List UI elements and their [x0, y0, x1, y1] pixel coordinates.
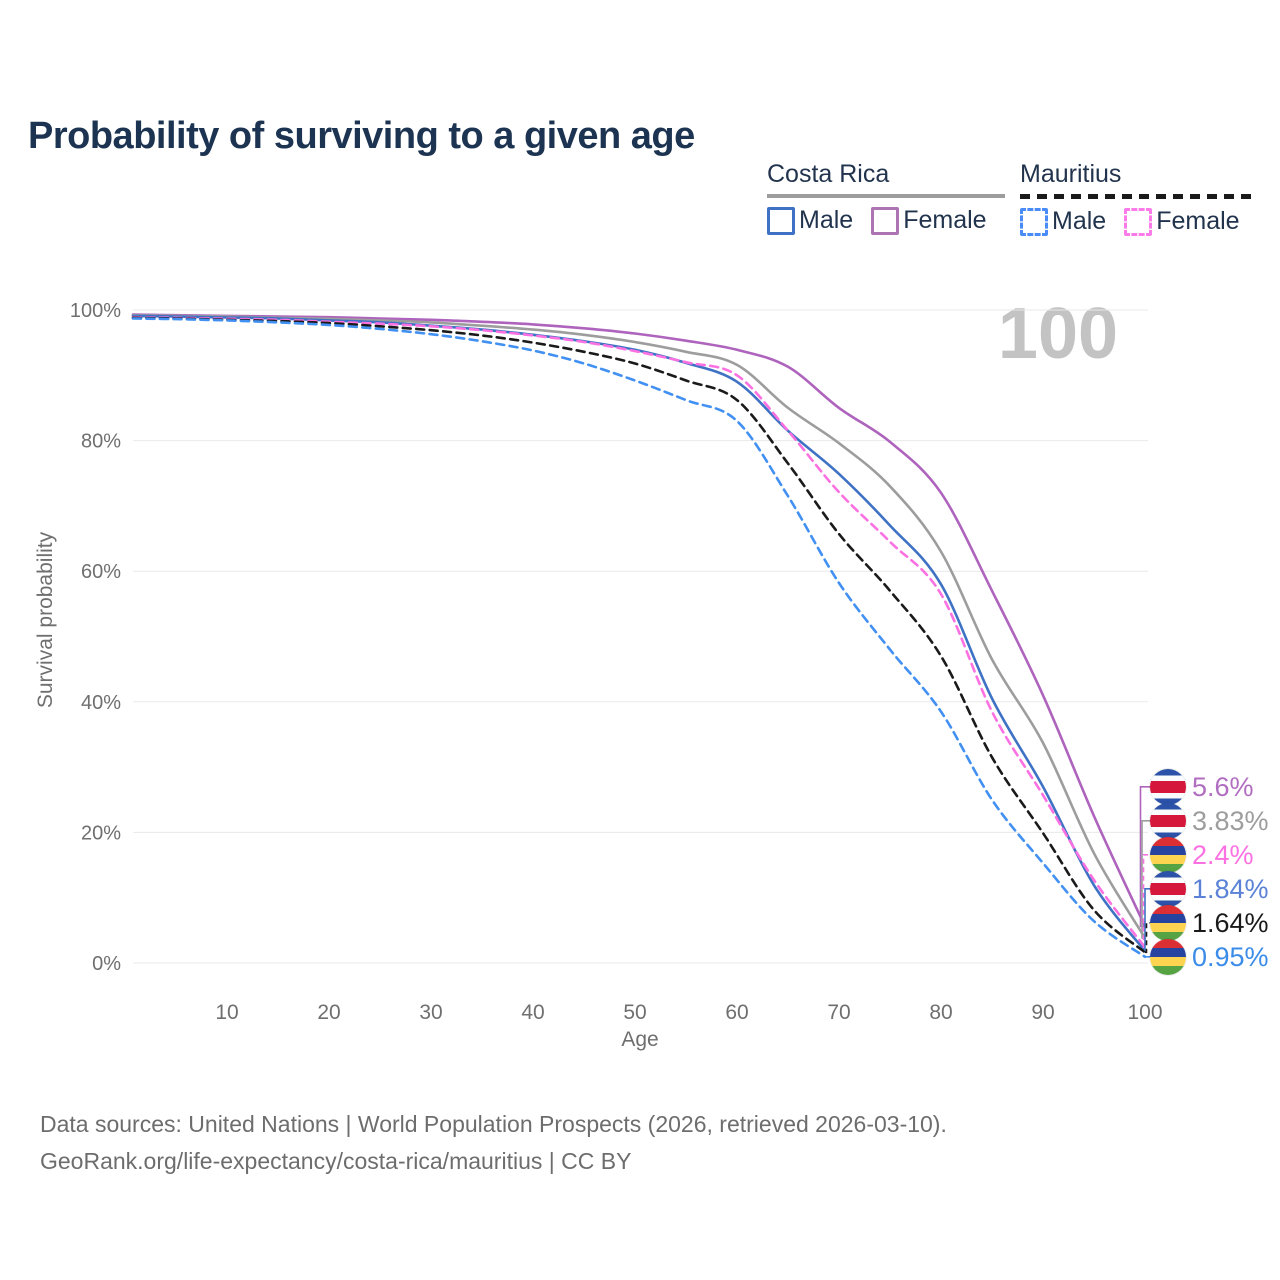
checkbox-icon[interactable]	[767, 206, 795, 235]
y-tick-label: 100%	[70, 300, 121, 322]
y-axis-title: Survival probability	[34, 531, 57, 709]
series-line-mauritius[interactable]	[131, 316, 1147, 954]
costa-rica-flag-icon	[1150, 871, 1186, 907]
legend-item-costa-rica-female[interactable]: Female	[871, 206, 987, 235]
x-tick-label: 10	[215, 1001, 238, 1024]
y-tick-label: 80%	[81, 431, 121, 453]
series-line-mauritius-male[interactable]	[131, 317, 1147, 959]
end-label-costa-rica: 3.83%	[1150, 803, 1269, 839]
x-tick-label: 90	[1031, 1001, 1054, 1024]
x-tick-label: 100	[1127, 1001, 1162, 1024]
costa-rica-flag-icon	[1150, 769, 1186, 805]
legend-item-label: Female	[903, 206, 987, 234]
y-tick-label: 60%	[81, 561, 121, 583]
mauritius-flag-icon	[1150, 905, 1186, 941]
costa-rica-flag-icon	[1150, 803, 1186, 839]
end-label-mauritius-female: 2.4%	[1150, 837, 1254, 873]
x-axis-title: Age	[621, 1028, 659, 1051]
x-tick-label: 60	[725, 1001, 748, 1024]
x-tick-label: 70	[827, 1001, 850, 1024]
end-label-mauritius: 1.64%	[1150, 905, 1269, 941]
series-line-costa-rica-female[interactable]	[131, 313, 1147, 928]
checkbox-icon[interactable]	[1020, 207, 1048, 236]
y-tick-label: 20%	[81, 822, 121, 844]
footer-link: GeoRank.org/life-expectancy/costa-rica/m…	[40, 1148, 632, 1174]
end-label-value: 1.84%	[1192, 873, 1269, 904]
y-tick-label: 40%	[81, 692, 121, 714]
footer-sources: Data sources: United Nations | World Pop…	[40, 1111, 947, 1137]
legend-items-costa-rica: Male Female	[767, 206, 1005, 235]
page-title: Probability of surviving to a given age	[28, 115, 695, 158]
mauritius-dashed-line-key	[1020, 194, 1258, 199]
legend-item-mauritius-male[interactable]: Male	[1020, 207, 1106, 236]
legend-country-costa-rica: Costa Rica	[767, 160, 890, 188]
legend-item-label: Female	[1156, 207, 1240, 235]
end-label-costa-rica-female: 5.6%	[1150, 769, 1254, 805]
checkbox-icon[interactable]	[871, 206, 900, 235]
series-line-costa-rica[interactable]	[131, 313, 1147, 940]
mauritius-flag-icon	[1150, 837, 1186, 873]
end-label-costa-rica-male: 1.84%	[1150, 871, 1269, 907]
legend-item-label: Male	[799, 206, 854, 234]
legend-country-mauritius: Mauritius	[1020, 160, 1122, 188]
x-tick-label: 80	[929, 1001, 952, 1024]
x-tick-label: 20	[317, 1001, 340, 1024]
series-line-mauritius-female[interactable]	[131, 315, 1147, 949]
legend-item-costa-rica-male[interactable]: Male	[767, 206, 853, 235]
x-tick-label: 30	[419, 1001, 442, 1024]
checkbox-icon[interactable]	[1124, 207, 1153, 236]
series-line-costa-rica-male[interactable]	[131, 314, 1147, 953]
end-label-mauritius-male: 0.95%	[1150, 939, 1269, 975]
mauritius-flag-icon	[1150, 939, 1186, 975]
footer: Data sources: United Nations | World Pop…	[40, 1106, 947, 1180]
legend-item-label: Male	[1052, 207, 1107, 235]
x-tick-label: 50	[623, 1001, 646, 1024]
end-label-value: 1.64%	[1192, 907, 1269, 938]
age-watermark: 100	[997, 294, 1119, 374]
legend-items-mauritius: Male Female	[1020, 207, 1258, 236]
costa-rica-solid-line-key	[767, 194, 1005, 198]
end-label-value: 0.95%	[1192, 941, 1269, 972]
end-label-value: 5.6%	[1192, 771, 1254, 802]
legend-item-mauritius-female[interactable]: Female	[1124, 207, 1240, 236]
end-label-value: 3.83%	[1192, 805, 1269, 836]
legend-group-mauritius: Mauritius Male Female	[1020, 160, 1258, 236]
x-tick-label: 40	[521, 1001, 544, 1024]
y-tick-label: 0%	[92, 953, 121, 975]
legend-group-costa-rica: Costa Rica Male Female	[767, 160, 1005, 235]
end-label-value: 2.4%	[1192, 839, 1254, 870]
